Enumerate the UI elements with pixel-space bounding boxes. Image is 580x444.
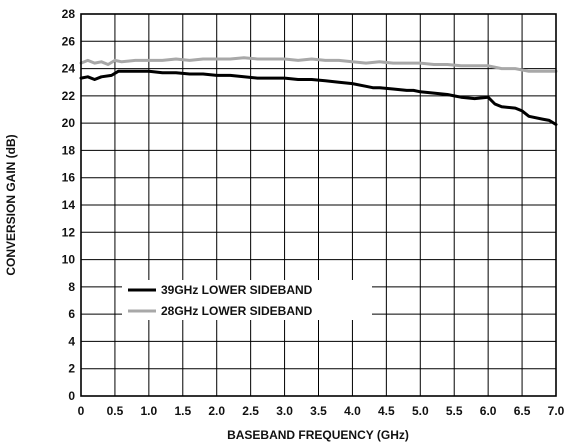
- x-tick-label: 6.0: [480, 404, 497, 418]
- x-tick-label: 5.5: [446, 404, 463, 418]
- x-tick-label: 4.5: [378, 404, 395, 418]
- x-tick-label: 0: [78, 404, 85, 418]
- x-tick-label: 1.0: [141, 404, 158, 418]
- y-tick-label: 0: [68, 389, 75, 403]
- x-tick-label: 5.0: [412, 404, 429, 418]
- x-axis-label: BASEBAND FREQUENCY (GHz): [227, 428, 409, 442]
- x-tick-label: 0.5: [107, 404, 124, 418]
- x-tick-label: 4.0: [344, 404, 361, 418]
- x-tick-label: 2.5: [242, 404, 259, 418]
- x-tick-label: 2.0: [208, 404, 225, 418]
- x-tick-label: 1.5: [174, 404, 191, 418]
- y-tick-label: 10: [62, 253, 76, 267]
- series-lines: [79, 56, 558, 126]
- y-tick-label: 16: [62, 171, 76, 185]
- y-tick-label: 28: [62, 7, 76, 21]
- x-tick-label: 6.5: [514, 404, 531, 418]
- legend-box: [122, 280, 372, 320]
- y-tick-label: 4: [68, 334, 75, 348]
- y-tick-label: 2: [68, 362, 75, 376]
- plot-frame: [80, 13, 557, 397]
- legend: 39GHz LOWER SIDEBAND 28GHz LOWER SIDEBAN…: [122, 280, 372, 320]
- series-line-28ghz: [79, 56, 558, 73]
- y-tick-label: 12: [62, 225, 76, 239]
- y-tick-label: 26: [62, 34, 76, 48]
- y-tick-label: 14: [62, 198, 76, 212]
- y-tick-label: 22: [62, 89, 76, 103]
- legend-label-28ghz: 28GHz LOWER SIDEBAND: [161, 304, 313, 318]
- y-tick-label: 18: [62, 143, 76, 157]
- x-tick-label: 3.0: [276, 404, 293, 418]
- y-axis-label: CONVERSION GAIN (dB): [4, 134, 18, 275]
- y-tick-label: 24: [62, 62, 76, 76]
- x-tick-label: 7.0: [548, 404, 565, 418]
- x-tick-label: 3.5: [310, 404, 327, 418]
- legend-label-39ghz: 39GHz LOWER SIDEBAND: [161, 283, 313, 297]
- y-tick-label: 6: [68, 307, 75, 321]
- series-line-39ghz: [79, 69, 558, 126]
- y-tick-label: 20: [62, 116, 76, 130]
- x-tick-labels: 0 0.5 1.0 1.5 2.0 2.5 3.0 3.5 4.0 4.5 5.0 5.5 6.0 6.5…: [78, 404, 565, 418]
- y-tick-label: 8: [68, 280, 75, 294]
